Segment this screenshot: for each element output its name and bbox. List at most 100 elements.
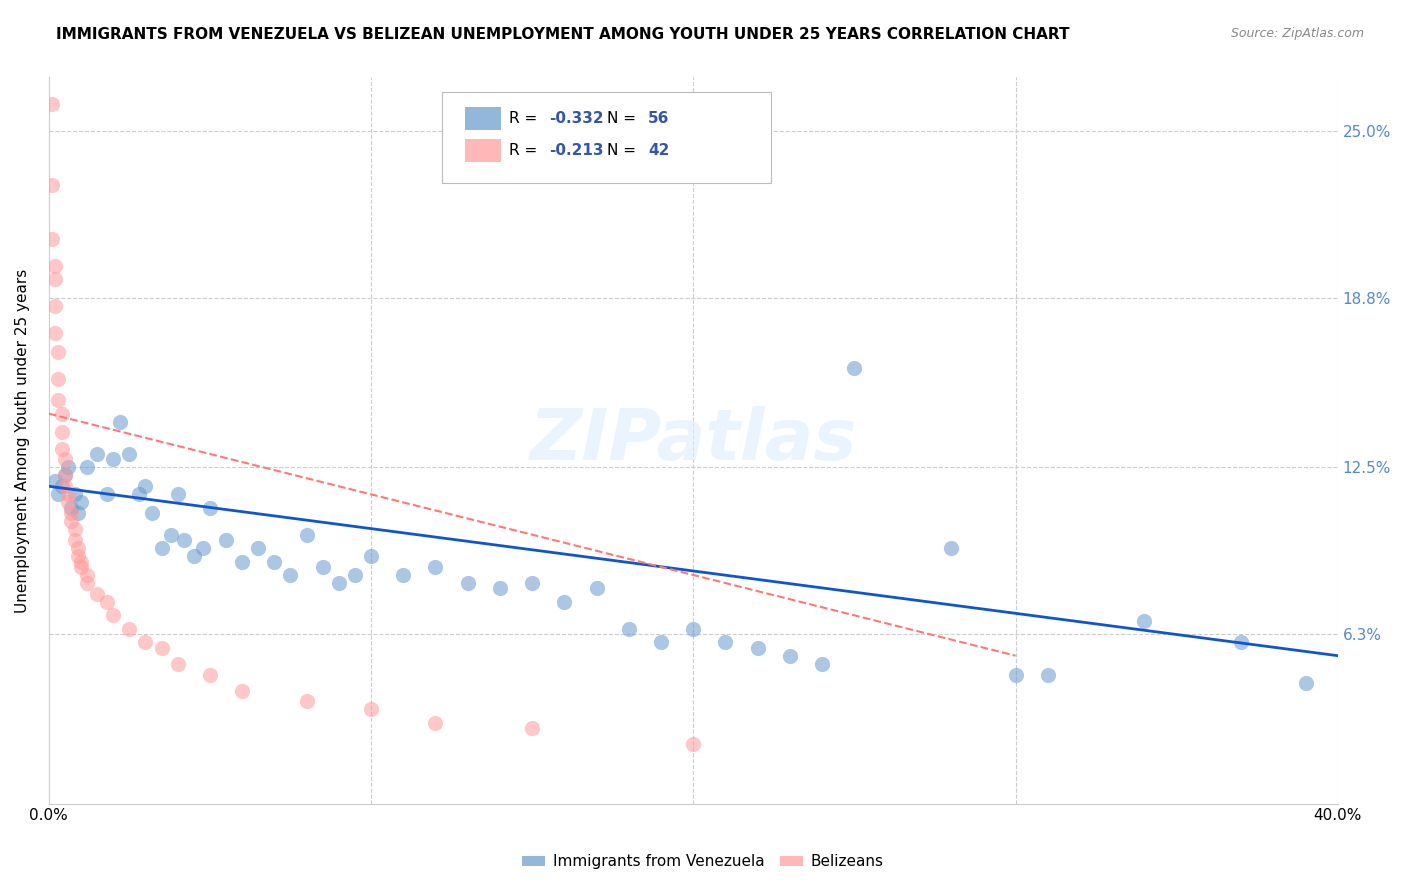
Point bbox=[66, 541, 89, 555]
Point bbox=[56, 495, 79, 509]
Point bbox=[51, 425, 73, 440]
Point bbox=[360, 549, 382, 564]
Point bbox=[56, 487, 79, 501]
Point bbox=[650, 635, 672, 649]
Point bbox=[51, 442, 73, 456]
Point bbox=[53, 468, 76, 483]
Text: ZIPatlas: ZIPatlas bbox=[530, 406, 856, 475]
Point bbox=[48, 344, 70, 359]
Point bbox=[1036, 667, 1059, 681]
Point bbox=[392, 568, 415, 582]
Point bbox=[63, 533, 86, 547]
Point bbox=[263, 555, 285, 569]
Point bbox=[1133, 614, 1156, 628]
Point bbox=[585, 582, 607, 596]
Point bbox=[150, 640, 173, 655]
Point bbox=[51, 407, 73, 421]
Point bbox=[103, 608, 125, 623]
Point bbox=[520, 721, 543, 735]
Point bbox=[96, 487, 118, 501]
Point bbox=[425, 715, 447, 730]
Point bbox=[134, 635, 156, 649]
Point bbox=[51, 479, 73, 493]
Point bbox=[63, 487, 86, 501]
Point bbox=[166, 487, 188, 501]
Point bbox=[1230, 635, 1253, 649]
Point bbox=[44, 259, 66, 273]
Point bbox=[53, 452, 76, 467]
Point bbox=[53, 479, 76, 493]
Point bbox=[173, 533, 195, 547]
Point bbox=[682, 738, 704, 752]
Point bbox=[128, 487, 150, 501]
Point bbox=[311, 560, 333, 574]
Point bbox=[141, 506, 163, 520]
Point bbox=[844, 360, 866, 375]
Point bbox=[76, 460, 98, 475]
Point bbox=[231, 683, 253, 698]
Point bbox=[198, 500, 221, 515]
Point bbox=[56, 460, 79, 475]
Point bbox=[215, 533, 238, 547]
Text: -0.213: -0.213 bbox=[548, 144, 603, 158]
Point bbox=[53, 468, 76, 483]
Point bbox=[295, 527, 318, 541]
Point bbox=[231, 555, 253, 569]
Point bbox=[811, 657, 834, 671]
Point bbox=[747, 640, 769, 655]
Point bbox=[457, 576, 479, 591]
Point bbox=[48, 393, 70, 408]
Point bbox=[150, 541, 173, 555]
FancyBboxPatch shape bbox=[441, 92, 770, 183]
Point bbox=[343, 568, 366, 582]
Point bbox=[41, 178, 63, 192]
Text: IMMIGRANTS FROM VENEZUELA VS BELIZEAN UNEMPLOYMENT AMONG YOUTH UNDER 25 YEARS CO: IMMIGRANTS FROM VENEZUELA VS BELIZEAN UN… bbox=[56, 27, 1070, 42]
Text: 42: 42 bbox=[648, 144, 669, 158]
Point bbox=[295, 694, 318, 708]
Point bbox=[166, 657, 188, 671]
Point bbox=[60, 500, 83, 515]
Bar bbox=[465, 139, 501, 162]
Text: N =: N = bbox=[607, 112, 641, 127]
Point bbox=[280, 568, 302, 582]
Point bbox=[939, 541, 962, 555]
Point bbox=[118, 447, 141, 461]
Point bbox=[520, 576, 543, 591]
Point bbox=[70, 495, 93, 509]
Point bbox=[360, 702, 382, 716]
Text: Source: ZipAtlas.com: Source: ZipAtlas.com bbox=[1230, 27, 1364, 40]
Point bbox=[714, 635, 737, 649]
Text: R =: R = bbox=[509, 144, 543, 158]
Point bbox=[86, 447, 108, 461]
Point bbox=[617, 622, 640, 636]
Point bbox=[553, 595, 575, 609]
Point bbox=[425, 560, 447, 574]
Point bbox=[48, 372, 70, 386]
Point bbox=[44, 272, 66, 286]
Point bbox=[118, 622, 141, 636]
Point bbox=[198, 667, 221, 681]
Point bbox=[66, 549, 89, 564]
Bar bbox=[465, 107, 501, 130]
Point bbox=[134, 479, 156, 493]
Point bbox=[328, 576, 350, 591]
Point bbox=[160, 527, 183, 541]
Point bbox=[247, 541, 270, 555]
Point bbox=[44, 299, 66, 313]
Point bbox=[193, 541, 215, 555]
Point bbox=[44, 326, 66, 340]
Point bbox=[96, 595, 118, 609]
Point bbox=[1295, 675, 1317, 690]
Point bbox=[682, 622, 704, 636]
Point bbox=[489, 582, 512, 596]
Text: N =: N = bbox=[607, 144, 641, 158]
Legend: Immigrants from Venezuela, Belizeans: Immigrants from Venezuela, Belizeans bbox=[516, 848, 890, 875]
Point bbox=[60, 506, 83, 520]
Y-axis label: Unemployment Among Youth under 25 years: Unemployment Among Youth under 25 years bbox=[15, 268, 30, 613]
Point bbox=[66, 506, 89, 520]
Point bbox=[76, 568, 98, 582]
Point bbox=[1004, 667, 1026, 681]
Point bbox=[76, 576, 98, 591]
Text: -0.332: -0.332 bbox=[548, 112, 603, 127]
Point bbox=[63, 522, 86, 536]
